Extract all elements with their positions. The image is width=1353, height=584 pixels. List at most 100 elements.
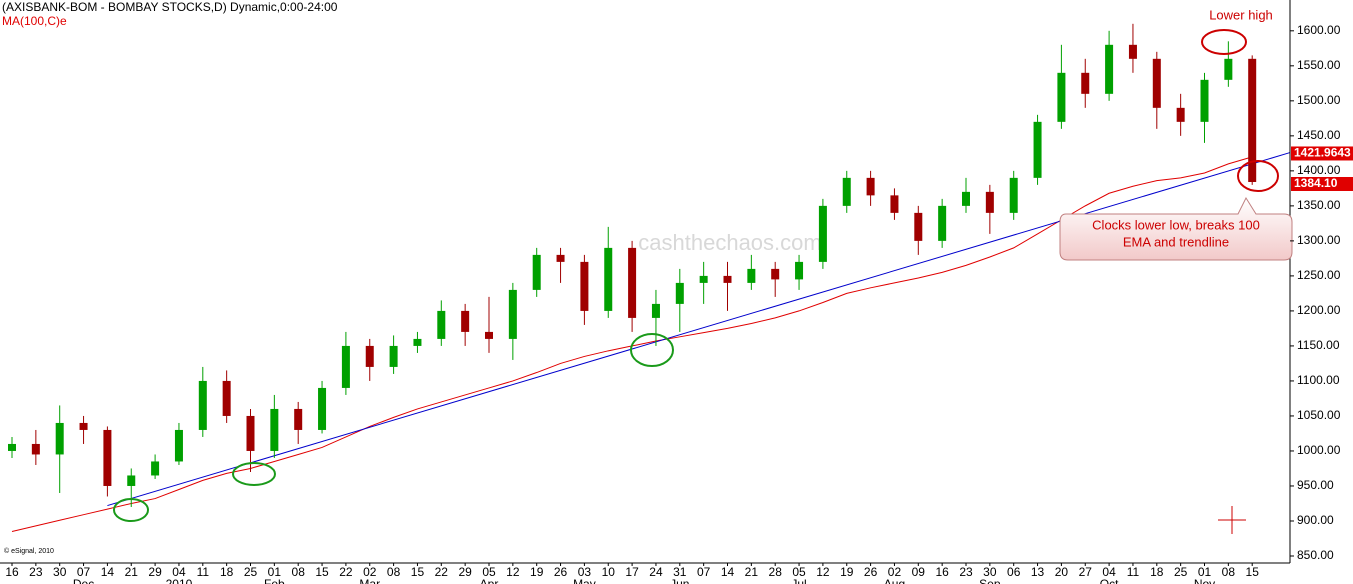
candle-body — [508, 289, 517, 339]
month-label: Aug — [884, 577, 905, 584]
x-tick-label: 02 — [363, 565, 377, 579]
candle-body — [1105, 44, 1114, 94]
x-tick-label: 26 — [554, 565, 568, 579]
candle-body — [413, 338, 422, 346]
candle-body — [580, 261, 589, 311]
candle-body — [962, 191, 970, 206]
candle-body — [8, 443, 16, 451]
y-tick-label: 1250.00 — [1297, 268, 1341, 282]
x-tick-label: 29 — [148, 565, 162, 579]
x-tick-label: 04 — [1102, 565, 1116, 579]
candle-body — [198, 380, 207, 430]
month-label: Feb — [264, 577, 285, 584]
x-tick-label: 25 — [1174, 565, 1188, 579]
x-tick-label: 16 — [935, 565, 949, 579]
candle-body — [532, 254, 541, 290]
candle-body — [246, 415, 255, 451]
candle-body — [365, 345, 374, 367]
month-label: Sep — [979, 577, 1001, 584]
x-tick-label: 18 — [1150, 565, 1164, 579]
x-tick-label: 15 — [411, 565, 425, 579]
x-tick-label: 21 — [745, 565, 759, 579]
x-tick-label: 28 — [769, 565, 783, 579]
x-tick-label: 30 — [53, 565, 67, 579]
candle-body — [556, 254, 565, 262]
candle-body — [31, 443, 40, 455]
y-tick-label: 1150.00 — [1297, 338, 1340, 352]
y-tick-label: 1600.00 — [1297, 23, 1341, 37]
x-tick-label: 05 — [482, 565, 496, 579]
legend-entry: MA(100,C)e — [2, 14, 67, 28]
x-tick-label: 05 — [792, 565, 806, 579]
x-tick-label: 02 — [888, 565, 902, 579]
y-tick-label: 1550.00 — [1297, 58, 1341, 72]
candle-body — [461, 310, 470, 332]
price-label-box — [1291, 146, 1353, 161]
y-tick-label: 1200.00 — [1297, 303, 1341, 317]
x-tick-label: 01 — [1198, 565, 1212, 579]
candle-body — [747, 268, 756, 283]
candle-body — [1081, 72, 1090, 94]
month-label: Jul — [791, 577, 806, 584]
plot — [8, 23, 1291, 532]
x-tick-label: 30 — [983, 565, 997, 579]
x-tick-label: 08 — [387, 565, 401, 579]
x-tick-label: 09 — [912, 565, 926, 579]
highlight-ellipse — [232, 462, 276, 486]
x-tick-label: 04 — [172, 565, 186, 579]
x-tick-label: 18 — [220, 565, 234, 579]
candle-body — [485, 331, 493, 339]
candle-body — [890, 195, 899, 213]
x-tick-label: 25 — [244, 565, 258, 579]
x-tick-label: 12 — [506, 565, 520, 579]
x-tick-label: 14 — [721, 565, 735, 579]
candle-body — [103, 429, 112, 486]
x-tick-label: 22 — [339, 565, 353, 579]
callout-text: Clocks lower low, breaks 100 — [1092, 217, 1260, 232]
y-tick-label: 1350.00 — [1297, 198, 1341, 212]
candle-body — [985, 191, 994, 213]
candle-body — [270, 408, 279, 451]
x-tick-label: 24 — [649, 565, 663, 579]
x-tick-label: 15 — [1246, 565, 1260, 579]
x-tick-label: 23 — [959, 565, 973, 579]
callout — [1059, 196, 1293, 261]
x-tick-label: 08 — [1222, 565, 1236, 579]
candle-body — [1200, 79, 1209, 122]
month-label: Dec — [73, 577, 94, 584]
month-label: Apr — [480, 577, 499, 584]
x-tick-label: 21 — [125, 565, 139, 579]
x-tick-label: 29 — [458, 565, 472, 579]
candle-body — [174, 429, 183, 462]
candle-body — [771, 268, 780, 280]
x-tick-label: 10 — [602, 565, 616, 579]
candle-body — [127, 475, 136, 486]
x-tick-label: 19 — [840, 565, 854, 579]
y-tick-label: 1100.00 — [1297, 373, 1340, 387]
x-tick-label: 22 — [435, 565, 449, 579]
x-tick-label: 08 — [292, 565, 306, 579]
highlight-ellipse — [113, 498, 149, 522]
candle-body — [1152, 58, 1161, 108]
x-tick-label: 12 — [816, 565, 830, 579]
candle-body — [318, 387, 327, 430]
y-tick-label: 850.00 — [1297, 548, 1334, 562]
candle-body — [723, 275, 732, 283]
y-tick-label: 1300.00 — [1297, 233, 1341, 247]
x-tick-label: 17 — [625, 565, 639, 579]
candle-body — [389, 345, 398, 367]
highlight-ellipse — [1201, 29, 1247, 55]
candle-body — [866, 177, 875, 196]
highlight-ellipse — [630, 333, 674, 367]
x-tick-label: 15 — [315, 565, 329, 579]
month-label: Nov — [1194, 577, 1215, 584]
trendline — [107, 152, 1291, 507]
x-tick-label: 13 — [1031, 565, 1045, 579]
month-label: Mar — [359, 577, 380, 584]
crosshair — [1218, 506, 1246, 534]
candle-body — [294, 408, 303, 430]
candle-body — [437, 310, 446, 339]
candle-body — [675, 282, 684, 304]
callout-text: EMA and trendline — [1123, 234, 1229, 249]
